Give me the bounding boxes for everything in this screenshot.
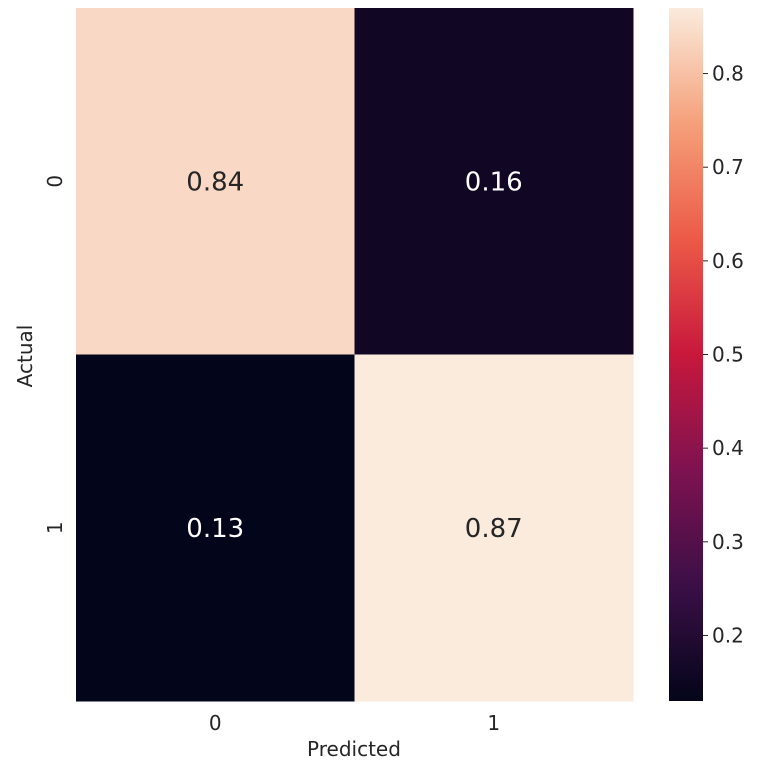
y-tick-label: 1: [43, 521, 67, 534]
heatmap-cell: [354, 8, 634, 355]
cell-value-label: 0.13: [186, 514, 244, 544]
colorbar-tick-label: 0.5: [712, 343, 744, 367]
y-tick-label: 0: [43, 175, 67, 188]
colorbar: [669, 8, 703, 701]
cell-value-label: 0.84: [186, 167, 244, 197]
colorbar-ticks: 0.2 0.3 0.4 0.5 0.6 0.7 0.8: [703, 62, 744, 647]
heatmap-cell: [76, 8, 355, 355]
x-tick-label: 1: [487, 711, 500, 735]
heatmap-cell: [76, 354, 355, 702]
y-axis-label: Actual: [13, 325, 37, 388]
cell-value-label: 0.16: [465, 167, 523, 197]
colorbar-tick-label: 0.6: [712, 249, 744, 273]
heatmap-cell: [354, 354, 634, 702]
colorbar-tick-label: 0.3: [712, 530, 744, 554]
colorbar-tick-label: 0.8: [712, 62, 744, 86]
y-axis-ticks: 01: [43, 175, 67, 534]
heatmap-cells: [76, 8, 634, 702]
x-tick-label: 0: [209, 711, 222, 735]
colorbar-tick-label: 0.2: [712, 623, 744, 647]
colorbar-tick-label: 0.7: [712, 155, 744, 179]
cell-value-label: 0.87: [465, 514, 523, 544]
heatmap-cell-labels: 0.84 0.16 0.13 0.87: [186, 167, 522, 544]
x-axis-label: Predicted: [307, 737, 401, 761]
colorbar-tick-label: 0.4: [712, 436, 744, 460]
